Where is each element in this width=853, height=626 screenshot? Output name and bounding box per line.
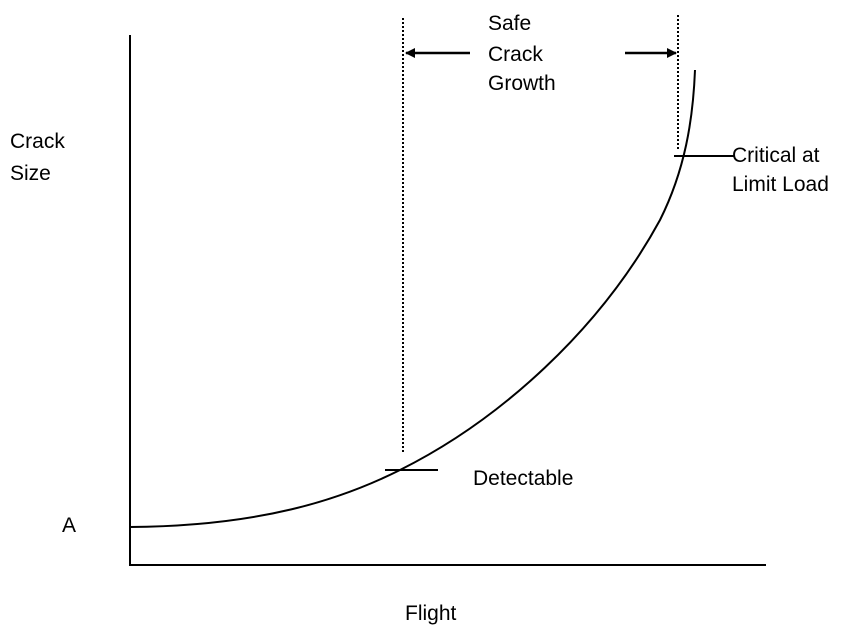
interval-label-line: Safe xyxy=(488,12,531,35)
x-axis-label: Flight xyxy=(405,602,457,625)
critical-label-line: Limit Load xyxy=(732,173,829,196)
y-origin-label: A xyxy=(62,514,76,537)
interval-label-line: Growth xyxy=(488,72,556,95)
crack-growth-curve xyxy=(129,69,696,528)
detectable-label: Detectable xyxy=(473,467,573,490)
y-axis-label: Crack Size xyxy=(10,130,71,185)
y-axis-label-line: Crack xyxy=(10,130,65,153)
critical-label-line: Critical at xyxy=(732,144,820,167)
critical-label: Critical at Limit Load xyxy=(732,144,829,196)
y-axis-label-line: Size xyxy=(10,162,51,185)
interval-label: Safe Crack Growth xyxy=(488,12,556,95)
interval-label-line: Crack xyxy=(488,43,543,66)
